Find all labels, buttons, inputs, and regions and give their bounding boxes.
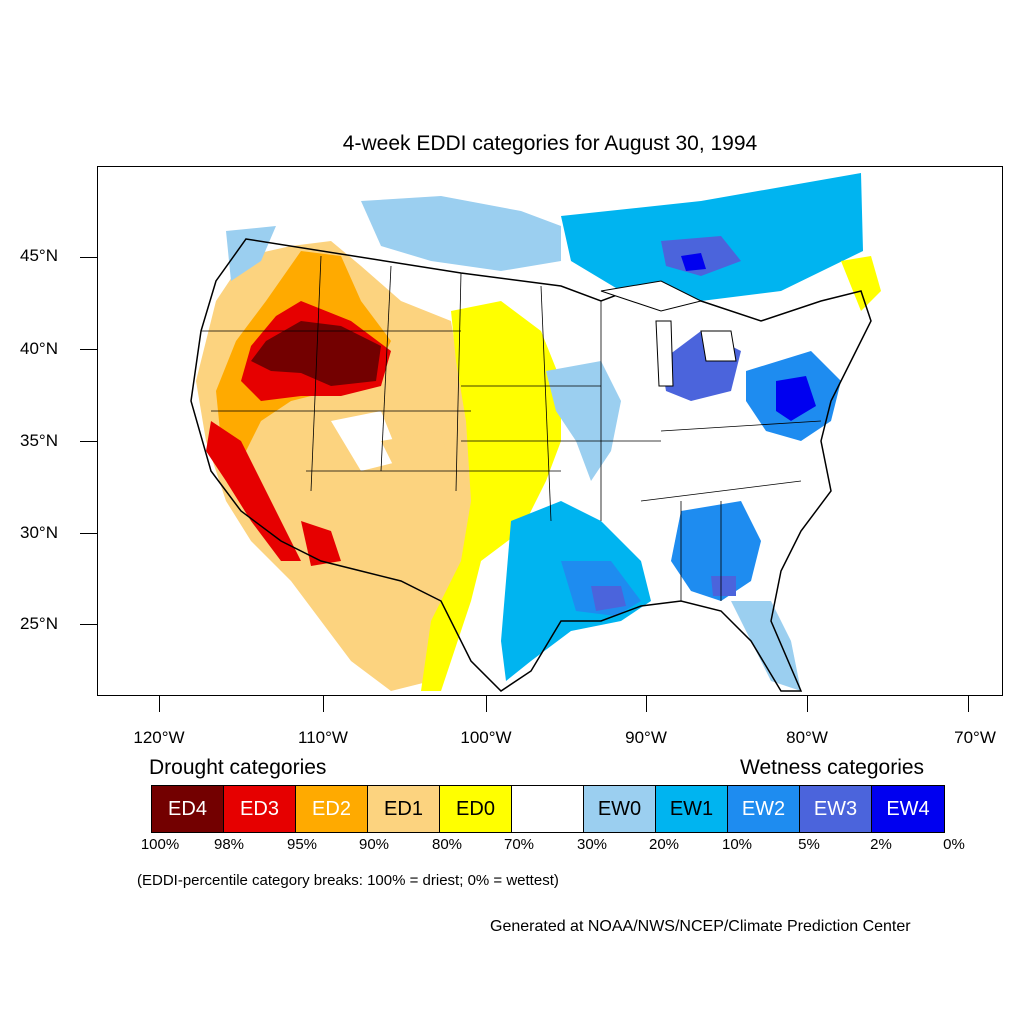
idaho-ed4-region [251, 321, 381, 386]
midwest-ew0-region [546, 361, 621, 481]
lat-label-30: 30°N [20, 523, 58, 542]
break-label: 20% [648, 836, 680, 853]
lon-label-120: 120°W [133, 728, 185, 747]
lon-label-70: 70°W [954, 728, 996, 747]
pennsylvania-ew4-patch [776, 376, 816, 421]
break-label: 80% [431, 836, 463, 853]
maine-ed0-patch [841, 256, 881, 311]
lat-tick [80, 441, 97, 442]
lat-tick [80, 349, 97, 350]
plains-ed0-region [421, 301, 561, 691]
lon-tick [646, 696, 647, 712]
break-label: 5% [798, 836, 820, 853]
lat-label-40: 40°N [20, 339, 58, 358]
break-label: 10% [721, 836, 753, 853]
lake-michigan [655, 320, 674, 387]
lake-superior [600, 280, 703, 312]
southeast-ew2-region [671, 501, 761, 601]
map-title: 4-week EDDI categories for August 30, 19… [342, 132, 758, 155]
drought-heading: Drought categories [149, 756, 327, 779]
lat-tick [80, 624, 97, 625]
credit-line: Generated at NOAA/NWS/NCEP/Climate Predi… [490, 918, 911, 935]
legend-cell-ew3: EW3 [800, 786, 872, 832]
lon-label-110: 110°W [298, 728, 348, 747]
break-label: 0% [943, 836, 965, 853]
lon-tick [486, 696, 487, 712]
legend-cell-ed4: ED4 [152, 786, 224, 832]
break-label: 2% [870, 836, 892, 853]
lon-label-100: 100°W [460, 728, 512, 747]
map-canvas [190, 173, 881, 692]
legend-cell-ed3: ED3 [224, 786, 296, 832]
ontario-ew4-patch [681, 253, 706, 271]
legend-cell-ew0: EW0 [584, 786, 656, 832]
break-label: 98% [213, 836, 245, 853]
wetness-heading: Wetness categories [740, 756, 925, 779]
category-note: (EDDI-percentile category breaks: 100% =… [137, 872, 559, 889]
us-outline [190, 238, 872, 692]
break-label: 70% [503, 836, 535, 853]
lon-tick [807, 696, 808, 712]
lat-tick [80, 257, 97, 258]
lake-huron [700, 330, 737, 362]
lat-label-25: 25°N [20, 614, 58, 633]
lat-label-35: 35°N [20, 431, 58, 450]
florida-ew0-region [731, 601, 801, 691]
lon-label-90: 90°W [625, 728, 667, 747]
lat-label-45: 45°N [20, 246, 58, 265]
category-legend-bar: ED4 ED3 ED2 ED1 ED0 EW0 EW1 EW2 EW3 EW4 [151, 785, 945, 833]
state-boundaries [201, 255, 822, 601]
louisiana-ew3-patch [591, 586, 626, 611]
break-label: 95% [286, 836, 318, 853]
lon-tick [159, 696, 160, 712]
georgia-ew3-patch [711, 576, 736, 596]
break-label: 30% [576, 836, 608, 853]
california-ed3-strip [206, 421, 301, 561]
legend-cell-ew1: EW1 [656, 786, 728, 832]
canada-wet-region [361, 196, 561, 271]
legend-cell-ed1: ED1 [368, 786, 440, 832]
legend-cell-normal [512, 786, 584, 832]
legend-cell-ew2: EW2 [728, 786, 800, 832]
washington-ew0-patch [226, 226, 276, 281]
arizona-ed3-patch [301, 521, 341, 566]
break-label: 90% [358, 836, 390, 853]
lon-label-80: 80°W [786, 728, 828, 747]
colorado-ed1-patch [381, 431, 451, 481]
legend-cell-ed0: ED0 [440, 786, 512, 832]
lon-tick [968, 696, 969, 712]
lon-tick [323, 696, 324, 712]
break-label: 100% [140, 836, 180, 853]
eddi-map [97, 166, 1003, 696]
legend-cell-ew4: EW4 [872, 786, 944, 832]
legend-cell-ed2: ED2 [296, 786, 368, 832]
lat-tick [80, 533, 97, 534]
